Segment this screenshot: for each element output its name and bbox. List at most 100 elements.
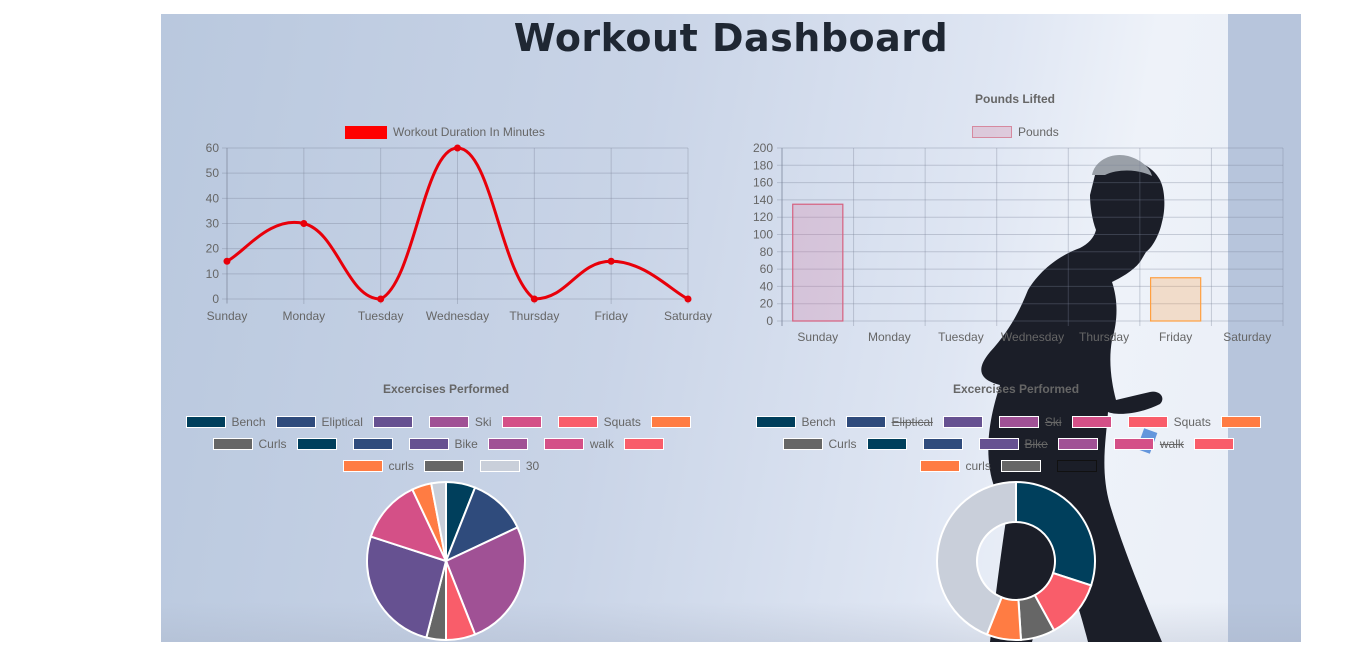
legend-item[interactable]: Eliptical <box>275 415 363 429</box>
pounds-chart-title: Pounds Lifted <box>975 92 1055 106</box>
legend-swatch <box>1056 460 1097 472</box>
legend-item[interactable] <box>372 416 419 428</box>
legend-label: Squats <box>1173 415 1211 429</box>
legend-item[interactable]: Ski <box>998 415 1062 429</box>
legend-row: Curls Bike walk <box>782 437 1250 451</box>
legend-label: Squats <box>603 415 641 429</box>
data-point <box>530 295 538 303</box>
legend-item[interactable]: curls <box>919 459 991 473</box>
legend-item[interactable] <box>296 438 343 450</box>
slice <box>369 488 448 563</box>
legend-swatch <box>755 416 796 428</box>
legend-swatch <box>212 438 253 450</box>
legend-swatch <box>922 438 963 450</box>
legend-item[interactable]: Bench <box>755 415 836 429</box>
legend-swatch <box>1071 416 1112 428</box>
legend-item[interactable]: Bench <box>185 415 266 429</box>
legend-swatch <box>978 438 1019 450</box>
duration-line-chart: 0 10 20 30 40 50 60 Sunday Monday Tuesday Wednesda… <box>206 141 712 323</box>
legend-item[interactable] <box>352 438 399 450</box>
legend-item[interactable]: Squats <box>557 415 641 429</box>
y-tick-label: 50 <box>206 166 220 180</box>
legend-label: walk <box>589 437 614 451</box>
data-point <box>377 295 385 303</box>
slice <box>936 480 1017 636</box>
legend-swatch <box>1000 460 1041 472</box>
legend-item[interactable] <box>942 416 989 428</box>
legend-label: Curls <box>258 437 287 451</box>
legend-swatch <box>342 460 383 472</box>
x-tick-label: Monday <box>282 309 325 323</box>
legend-swatch <box>782 438 823 450</box>
legend-item[interactable]: curls <box>342 459 414 473</box>
y-tick-label: 100 <box>753 228 773 242</box>
legend-item[interactable] <box>650 416 697 428</box>
legend-item[interactable] <box>423 460 470 472</box>
y-tick-label: 40 <box>760 279 774 293</box>
legend-item[interactable] <box>866 438 913 450</box>
legend-swatch <box>423 460 464 472</box>
legend-label: Curls <box>828 437 857 451</box>
legend-item[interactable] <box>1057 438 1104 450</box>
data-point <box>454 144 461 152</box>
legend-swatch <box>345 125 387 139</box>
data-point <box>607 257 615 265</box>
data-point <box>684 295 692 303</box>
legend-item[interactable]: Ski <box>428 415 492 429</box>
legend-swatch <box>479 460 520 472</box>
legend-item[interactable]: Curls <box>782 437 857 451</box>
legend-swatch <box>623 438 664 450</box>
slice <box>1015 480 1096 587</box>
exercises-donut-chart <box>936 480 1096 641</box>
legend-item[interactable]: Bike <box>408 437 478 451</box>
y-tick-label: 10 <box>206 267 220 281</box>
legend-item[interactable] <box>623 438 670 450</box>
donut-chart-title: Excercises Performed <box>952 382 1080 396</box>
x-tick-label: Wednesday <box>426 309 489 323</box>
y-tick-label: 60 <box>206 141 220 155</box>
legend-item[interactable]: Curls <box>212 437 287 451</box>
duration-chart-legend-item[interactable]: Workout Duration In Minutes <box>345 125 545 139</box>
legend-item[interactable] <box>1193 438 1240 450</box>
legend-item[interactable] <box>922 438 969 450</box>
legend-swatch <box>1127 416 1168 428</box>
legend-swatch <box>185 416 226 428</box>
slice <box>366 535 448 639</box>
legend-item[interactable]: Squats <box>1127 415 1211 429</box>
legend-swatch <box>942 416 983 428</box>
legend-item[interactable]: 30 <box>479 459 540 473</box>
legend-item[interactable] <box>1220 416 1267 428</box>
legend-item[interactable] <box>1000 460 1047 472</box>
y-tick-label: 30 <box>206 217 220 231</box>
legend-row: Bench Eliptical Ski Squats <box>755 415 1277 429</box>
x-tick-label: Saturday <box>1223 330 1271 344</box>
y-tick-label: 20 <box>206 242 220 256</box>
legend-swatch <box>501 416 542 428</box>
legend-item[interactable]: Eliptical <box>845 415 933 429</box>
background-right-band <box>1228 14 1301 642</box>
legend-swatch <box>428 416 469 428</box>
legend-item[interactable] <box>501 416 548 428</box>
legend-item[interactable] <box>1071 416 1118 428</box>
legend-swatch <box>296 438 337 450</box>
legend-item[interactable] <box>1056 460 1103 472</box>
slice <box>444 486 519 563</box>
legend-swatch <box>1057 438 1098 450</box>
legend-item[interactable]: walk <box>1113 437 1184 451</box>
x-tick-label: Thursday <box>509 309 559 323</box>
legend-item[interactable]: Bike <box>978 437 1048 451</box>
legend-swatch <box>998 416 1039 428</box>
legend-swatch <box>1193 438 1234 450</box>
legend-item[interactable]: walk <box>543 437 614 451</box>
legend-label: 30 <box>525 459 540 473</box>
legend-swatch <box>408 438 449 450</box>
legend-label: Bench <box>801 415 836 429</box>
legend-label: walk <box>1159 437 1184 451</box>
legend-swatch <box>972 126 1012 138</box>
pounds-chart-legend-item[interactable]: Pounds <box>972 125 1059 139</box>
bar <box>792 203 844 322</box>
x-tick-label: Monday <box>868 330 911 344</box>
legend-label: Ski <box>474 415 492 429</box>
legend-item[interactable] <box>487 438 534 450</box>
y-tick-label: 60 <box>760 262 774 276</box>
